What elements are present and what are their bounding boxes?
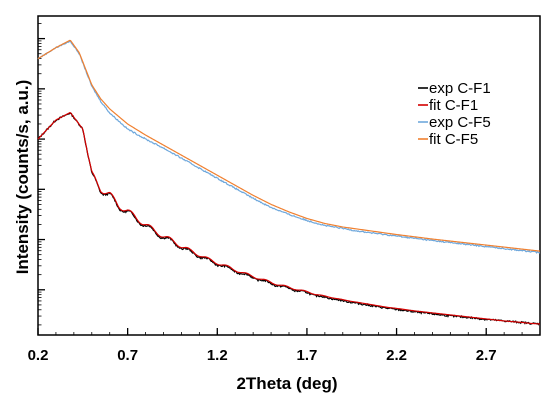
legend-label: fit C-F5 xyxy=(429,131,478,148)
x-tick-label: 2.7 xyxy=(476,347,497,364)
x-tick-label: 2.2 xyxy=(386,347,407,364)
x-tick-label: 0.2 xyxy=(28,347,49,364)
series-layer xyxy=(37,39,541,326)
legend-label: fit C-F1 xyxy=(429,97,478,114)
legend-label: exp C-F1 xyxy=(429,80,491,97)
legend-label: exp C-F5 xyxy=(429,114,491,131)
y-axis-title: Intensity (counts/s, a.u.) xyxy=(13,80,32,275)
x-axis-ticks: 0.2 0.7 1.2 1.7 2.2 2.7 xyxy=(28,328,541,364)
series-line-fit-c-f5 xyxy=(37,39,541,252)
series-line-exp-c-f5 xyxy=(37,40,541,254)
x-tick-label: 1.7 xyxy=(296,347,317,364)
x-tick-label: 1.2 xyxy=(207,347,228,364)
x-tick-label: 0.7 xyxy=(117,347,138,364)
series-line-fit-c-f1 xyxy=(37,112,541,325)
x-axis-title: 2Theta (deg) xyxy=(236,374,337,393)
y-axis-ticks xyxy=(38,23,45,326)
